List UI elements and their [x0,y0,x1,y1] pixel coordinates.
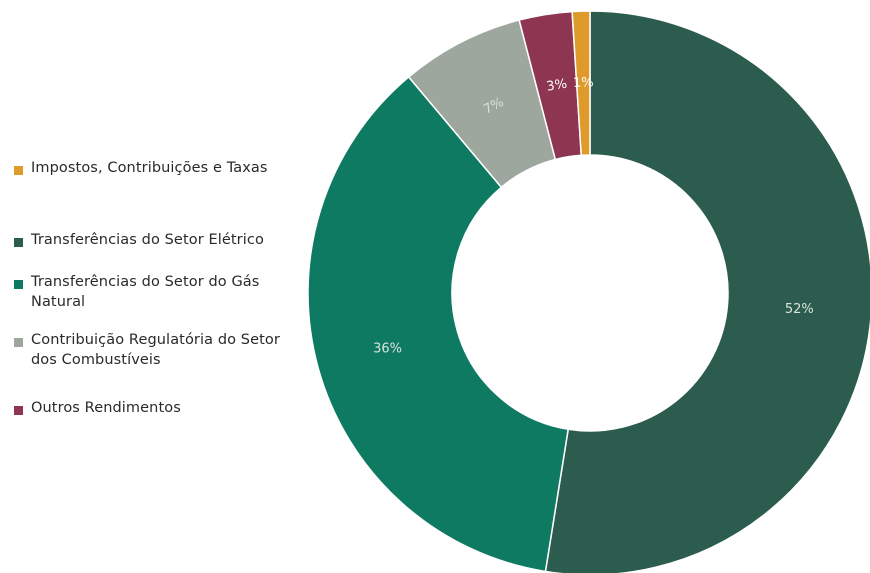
donut-slice-4 [571,10,591,157]
legend-swatch [14,280,23,289]
legend-label: Transferências do Setor Elétrico [31,232,264,248]
slice-data-label: 1% [573,75,594,91]
legend-label: Transferências do Setor do Gás Natural [31,274,260,310]
donut-slices [307,10,870,573]
legend-label: Contribuição Regulatória do Setor dos Co… [31,332,280,368]
legend-item-gas-natural: Transferências do Setor do Gás Natural [14,272,299,312]
legend-label: Impostos, Contribuições e Taxas [31,160,268,176]
legend-swatch [14,166,23,175]
legend-item-outros: Outros Rendimentos [14,398,299,418]
donut-labels: 52%36%7%3% 1% [373,75,814,356]
slice-data-label: 36% [373,341,402,356]
slice-data-label: 52% [785,302,814,317]
slice-data-label: 3% [545,77,568,95]
legend-item-setor-eletrico: Transferências do Setor Elétrico [14,230,299,250]
legend-label: Outros Rendimentos [31,400,181,416]
legend-swatch [14,338,23,347]
legend-swatch [14,406,23,415]
donut-slice-1 [307,75,570,573]
legend-swatch [14,238,23,247]
donut-slice-0 [544,10,870,573]
legend-item-combustiveis: Contribuição Regulatória do Setor dos Co… [14,330,299,370]
legend-item-impostos: Impostos, Contribuições e Taxas [14,158,299,178]
